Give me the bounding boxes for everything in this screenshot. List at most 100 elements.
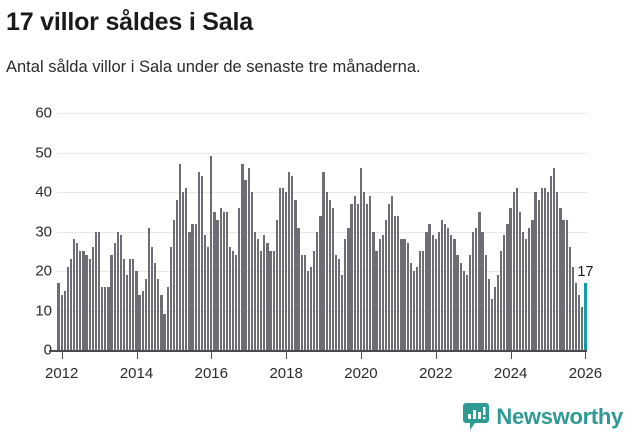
- bar: [562, 219, 565, 350]
- bar: [506, 223, 509, 350]
- bar: [556, 192, 559, 350]
- bar: [129, 259, 132, 350]
- bar: [484, 255, 487, 350]
- bar-highlighted: [584, 282, 587, 350]
- bar: [309, 267, 313, 350]
- bar: [194, 223, 197, 350]
- bar: [188, 231, 191, 350]
- bar: [347, 227, 350, 350]
- bar: [235, 255, 238, 350]
- bar: [213, 211, 216, 350]
- y-axis-tick-label: 60: [35, 104, 52, 122]
- bar: [419, 251, 422, 350]
- bar: [465, 274, 469, 350]
- bar: [437, 231, 441, 350]
- bar: [135, 271, 138, 350]
- bar: [147, 227, 151, 350]
- bar: [447, 227, 450, 350]
- y-axis-tick-label: 10: [35, 302, 52, 319]
- bar: [200, 176, 204, 350]
- bar: [581, 306, 584, 350]
- bar: [269, 251, 272, 350]
- bar: [487, 278, 490, 350]
- bar: [104, 286, 107, 350]
- bar: [531, 219, 534, 350]
- bar: [515, 188, 518, 350]
- x-axis-tick: [435, 352, 437, 359]
- bar: [263, 235, 266, 350]
- bar-series: [57, 113, 587, 350]
- bar: [203, 235, 207, 350]
- bar: [141, 290, 144, 350]
- bar: [101, 286, 104, 350]
- bar: [76, 243, 79, 350]
- bar: [294, 199, 297, 350]
- bar: [356, 203, 359, 350]
- gridline: [57, 192, 587, 193]
- plot-area: 2012 2014 2016 2018 2020 2022 2024 2026 17: [45, 113, 602, 382]
- bar: [578, 294, 581, 350]
- bar: [138, 294, 141, 350]
- x-axis-tick-label: 2026: [568, 365, 603, 382]
- bar: [207, 247, 210, 350]
- bar: [113, 243, 116, 350]
- bar: [378, 239, 381, 350]
- x-axis-tick: [585, 352, 587, 359]
- bar: [60, 294, 63, 350]
- bar: [574, 282, 578, 350]
- bar: [459, 263, 462, 350]
- bar: [462, 271, 465, 350]
- value-callout: 17: [575, 263, 596, 280]
- x-axis-tick: [360, 352, 362, 359]
- bar: [247, 168, 250, 350]
- bar: [412, 271, 416, 350]
- bar: [503, 235, 506, 350]
- bar: [359, 168, 363, 350]
- bar: [444, 223, 447, 350]
- bar: [303, 255, 306, 350]
- bar: [521, 231, 525, 350]
- bar: [191, 223, 194, 350]
- y-axis-tick-label: 40: [35, 183, 52, 201]
- x-axis-tick-label: 2012: [44, 365, 79, 382]
- bar: [275, 219, 278, 350]
- page-title: 17 villor såldes i Sala: [6, 8, 253, 36]
- bar: [322, 172, 325, 350]
- bar: [185, 188, 188, 350]
- bar: [244, 180, 247, 350]
- bar: [366, 203, 369, 350]
- bar: [500, 251, 503, 350]
- bar: [241, 164, 244, 350]
- bar: [425, 231, 428, 350]
- bar: [219, 207, 222, 350]
- bar: [331, 207, 335, 350]
- bar: [468, 255, 472, 350]
- x-axis-tick-label: 2018: [269, 365, 303, 382]
- bar: [69, 259, 73, 350]
- bar: [553, 168, 556, 350]
- bar: [543, 188, 547, 350]
- gridline: [57, 152, 587, 154]
- y-axis-tick-label: 50: [35, 144, 52, 161]
- bar: [132, 259, 135, 350]
- newsworthy-logo: Newsworthy: [463, 403, 623, 431]
- bar: [281, 188, 285, 350]
- bar: [509, 207, 512, 350]
- bar: [394, 215, 397, 350]
- y-axis-tick-label: 30: [35, 223, 52, 240]
- bar: [456, 255, 459, 350]
- x-axis-tick-label: 2016: [194, 365, 228, 382]
- bar: [316, 231, 319, 350]
- bar: [285, 192, 288, 350]
- bar: [97, 231, 101, 350]
- chart-subtitle: Antal sålda villor i Sala under de senas…: [6, 58, 421, 76]
- bar: [110, 255, 113, 350]
- bar: [160, 294, 163, 350]
- y-axis-tick-label: 0: [43, 341, 52, 359]
- bar: [272, 251, 275, 350]
- bar: [391, 195, 394, 350]
- bar: [210, 156, 213, 350]
- bar: [94, 231, 98, 350]
- bar: [79, 251, 82, 350]
- bar: [537, 199, 540, 350]
